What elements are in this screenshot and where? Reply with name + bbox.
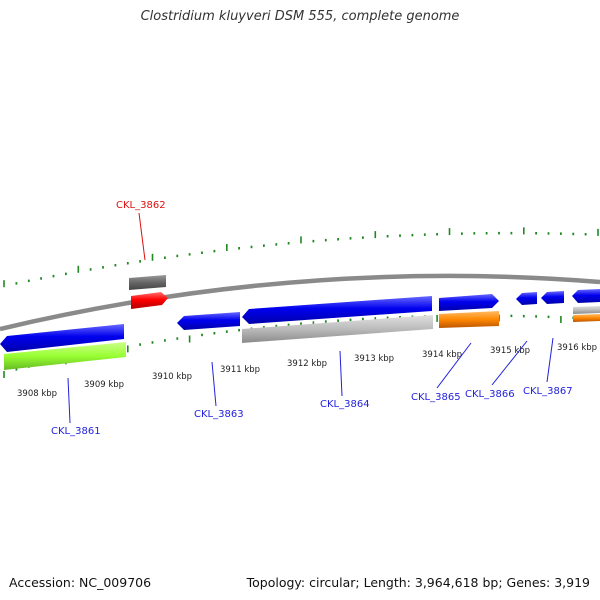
leader-line — [436, 342, 472, 389]
cog-feature-grey-3864 — [242, 315, 433, 343]
gene-ckl-3867-arrow[interactable] — [572, 289, 600, 303]
gene-label-ckl-3867[interactable]: CKL_3867 — [523, 386, 573, 397]
forward-strand-features — [0, 275, 600, 352]
cog-category-features — [4, 306, 600, 370]
gene-ckl-3862-arrow[interactable] — [131, 292, 168, 309]
ruler-label: 3914 kbp — [422, 350, 462, 360]
gene-label-ckl-3863[interactable]: CKL_3863 — [194, 409, 244, 420]
leader-line — [546, 337, 554, 383]
ruler-label: 3913 kbp — [354, 354, 394, 364]
leader-line — [67, 377, 71, 424]
gene-label-ckl-3861[interactable]: CKL_3861 — [51, 426, 101, 437]
gene-label-ckl-3862[interactable]: CKL_3862 — [116, 200, 166, 211]
cog-feature-orange-3865 — [439, 311, 499, 328]
accession-text: Accession: NC_009706 — [9, 575, 152, 590]
ruler-label: 3909 kbp — [84, 380, 124, 390]
gene-ckl-3861-arrow[interactable] — [0, 324, 124, 352]
ruler-label: 3908 kbp — [17, 389, 57, 399]
gene-ckl-3865-arrow[interactable] — [439, 294, 499, 311]
ruler-label: 3915 kbp — [490, 346, 530, 356]
gene-ckl-3866b-arrow[interactable] — [541, 291, 564, 304]
ruler-labels: 3908 kbp 3909 kbp 3910 kbp 3911 kbp 3912… — [17, 343, 597, 399]
pseudo-feature-dark — [129, 275, 166, 290]
cog-feature-green — [4, 342, 126, 370]
leader-line — [339, 350, 343, 397]
ruler-label: 3916 kbp — [557, 343, 597, 353]
ruler-label: 3912 kbp — [287, 359, 327, 369]
map-title: Clostridium kluyveri DSM 555, complete g… — [140, 9, 460, 24]
cog-feature-grey-3867 — [573, 306, 600, 314]
genome-summary-text: Topology: circular; Length: 3,964,618 bp… — [246, 575, 590, 590]
ruler-label: 3910 kbp — [152, 372, 192, 382]
gene-label-leaders — [67, 212, 554, 424]
gene-ckl-3863-arrow[interactable] — [177, 312, 240, 330]
gene-ckl-3864-arrow[interactable] — [242, 296, 432, 324]
upper-tick-row — [3, 227, 599, 288]
genome-backbone — [0, 273, 600, 332]
gene-ckl-3866-arrow[interactable] — [516, 292, 537, 305]
leader-line — [138, 212, 146, 261]
gene-label-ckl-3864[interactable]: CKL_3864 — [320, 399, 370, 410]
gene-label-ckl-3866[interactable]: CKL_3866 — [465, 389, 515, 400]
gene-label-ckl-3865[interactable]: CKL_3865 — [411, 392, 461, 403]
gene-labels: CKL_3861 CKL_3862 CKL_3863 CKL_3864 CKL_… — [51, 200, 573, 437]
leader-line — [491, 340, 528, 386]
leader-line — [211, 361, 217, 407]
cog-feature-orange-3867 — [573, 314, 600, 322]
ruler-label: 3911 kbp — [220, 365, 260, 375]
